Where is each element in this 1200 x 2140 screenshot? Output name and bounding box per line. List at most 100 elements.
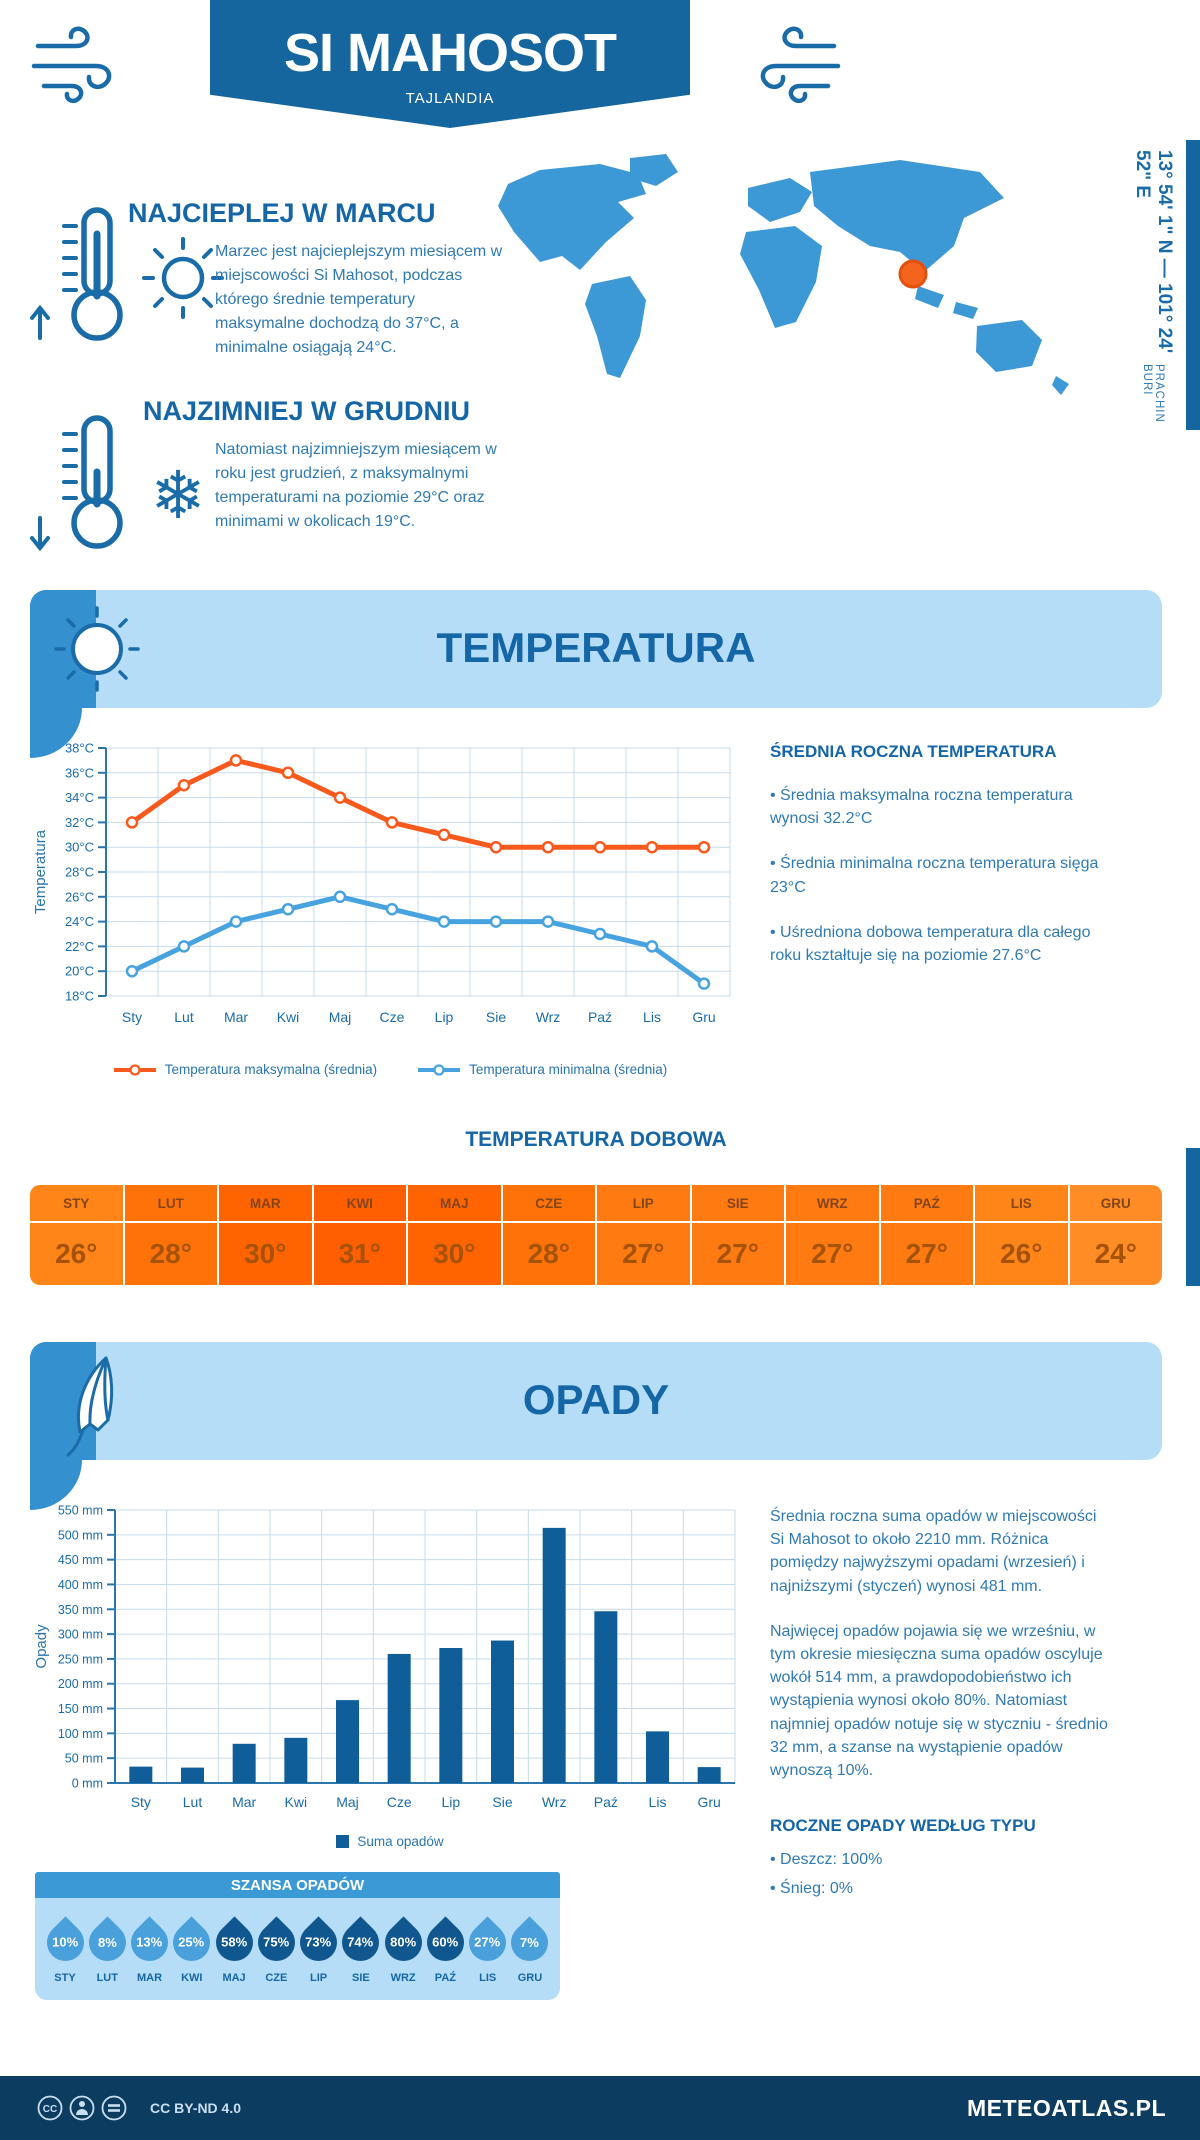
chance-drop-item: 60% PAŹ xyxy=(419,1916,472,1984)
chance-value: 74% xyxy=(347,1935,374,1950)
svg-text:Gru: Gru xyxy=(692,1009,715,1025)
svg-text:34°C: 34°C xyxy=(65,790,94,805)
chance-month-label: WRZ xyxy=(390,1972,416,1984)
min-line-marker xyxy=(418,1063,461,1076)
daily-temp-value: 27° xyxy=(716,1238,759,1269)
raindrop-icon: 58% xyxy=(207,1916,261,1969)
svg-text:Sie: Sie xyxy=(486,1009,506,1025)
daily-month-label: STY xyxy=(30,1185,123,1223)
chance-drop-item: 58% MAJ xyxy=(207,1916,261,1984)
chance-month-label: SIE xyxy=(351,1972,370,1984)
svg-text:Kwi: Kwi xyxy=(285,1794,308,1810)
daily-month-label: LUT xyxy=(124,1185,217,1223)
sun-icon xyxy=(54,606,140,692)
chance-month-label: KWI xyxy=(181,1972,203,1984)
svg-text:CC: CC xyxy=(43,2104,57,2115)
daily-month-label: SIE xyxy=(691,1185,784,1223)
daily-temp-value: 30° xyxy=(244,1238,287,1269)
chance-of-precipitation: SZANSA OPADÓW 10% STY 8% LUT 13% MAR 25% KWI 58%… xyxy=(35,1872,560,2000)
raindrop-icon: 75% xyxy=(250,1916,303,1969)
wind-icon xyxy=(31,26,112,104)
temperature-summary: ŚREDNIA ROCZNA TEMPERATURA • Średnia mak… xyxy=(770,742,1110,967)
edge-strip xyxy=(1186,140,1200,430)
chance-month-label: PAŹ xyxy=(434,1972,456,1984)
svg-text:Paź: Paź xyxy=(588,1009,612,1025)
bar-swatch xyxy=(336,1835,350,1848)
legend-item-sum: Suma opadów xyxy=(336,1834,444,1849)
umbrella-icon xyxy=(66,1356,114,1457)
chance-drop-item: 8% LUT xyxy=(81,1916,134,1984)
svg-text:Wrz: Wrz xyxy=(542,1794,567,1810)
daily-month-label: KWI xyxy=(313,1185,406,1223)
chance-value: 27% xyxy=(474,1935,501,1950)
daily-temp-value: 27° xyxy=(811,1238,854,1269)
precipitation-legend: Suma opadów xyxy=(30,1834,750,1849)
daily-temp-value: 26° xyxy=(55,1238,98,1269)
svg-text:❄: ❄ xyxy=(150,458,205,532)
svg-text:30°C: 30°C xyxy=(65,840,94,855)
svg-text:Kwi: Kwi xyxy=(277,1009,300,1025)
daily-column: LIS 26° xyxy=(975,1185,1070,1285)
daily-month-label: WRZ xyxy=(786,1185,879,1223)
svg-text:300 mm: 300 mm xyxy=(58,1628,103,1642)
raindrop-icon: 73% xyxy=(292,1916,345,1969)
summary-title: ŚREDNIA ROCZNA TEMPERATURA xyxy=(770,742,1057,761)
page-title: SI MAHOSOT xyxy=(283,23,617,83)
daily-month-label: MAR xyxy=(219,1185,312,1223)
summary-bullet: • Uśredniona dobowa temperatura dla całe… xyxy=(770,923,1091,964)
daily-column: CZE 28° xyxy=(502,1185,597,1285)
chance-drop-item: 25% KWI xyxy=(165,1916,218,1984)
svg-text:Cze: Cze xyxy=(380,1009,405,1025)
temperature-section-title: TEMPERATURA xyxy=(436,624,756,671)
license-block: CC CC BY-ND 4.0 xyxy=(34,2093,241,2123)
chance-month-label: GRU xyxy=(517,1972,543,1984)
chance-value: 60% xyxy=(432,1935,459,1950)
svg-text:Gru: Gru xyxy=(697,1794,720,1810)
svg-text:Lis: Lis xyxy=(649,1794,667,1810)
daily-temperature-table: STY 26° LUT 28° MAR 30° KWI 31° MAJ 30° CZE 28° LIP 2… xyxy=(30,1185,1162,1285)
chance-drop-item: 80% WRZ xyxy=(376,1916,430,1984)
thermometer-down-snowflake-icon: ❄ xyxy=(30,415,206,552)
svg-text:150 mm: 150 mm xyxy=(58,1702,103,1716)
precip-type-title: ROCZNE OPADY WEDŁUG TYPU xyxy=(770,1816,1036,1836)
daily-column: GRU 24° xyxy=(1069,1185,1162,1285)
daily-column: SIE 27° xyxy=(691,1185,786,1285)
chance-value: 25% xyxy=(178,1935,205,1950)
legend-label-sum: Suma opadów xyxy=(357,1834,444,1849)
chance-month-label: LUT xyxy=(96,1972,118,1984)
cold-text: Natomiast najzimniejszym miesiącem w rok… xyxy=(215,441,497,530)
chance-drop-item: 27% LIS xyxy=(461,1916,514,1984)
daily-column: MAR 30° xyxy=(219,1185,314,1285)
svg-text:Lis: Lis xyxy=(643,1009,661,1025)
summary-bullet: • Średnia minimalna roczna temperatura s… xyxy=(770,855,1099,896)
chance-month-label: CZE xyxy=(265,1972,288,1984)
chance-value: 10% xyxy=(51,1935,79,1950)
svg-text:Sty: Sty xyxy=(131,1794,151,1810)
site-name: METEOATLAS.PL xyxy=(966,2094,1166,2121)
precipitation-summary: Średnia roczna suma opadów w miejscowośc… xyxy=(770,1505,1110,1900)
temperature-legend: Temperatura maksymalna (średnia) Tempera… xyxy=(30,1062,750,1077)
chance-drop-item: 75% CZE xyxy=(250,1916,303,1984)
chance-panel: 10% STY 8% LUT 13% MAR 25% KWI 58% MAJ 75% CZE 73% LI… xyxy=(35,1898,560,2000)
footer: CC CC BY-ND 4.0 METEOATLAS.PL xyxy=(0,2076,1200,2140)
legend-label-min: Temperatura minimalna (średnia) xyxy=(469,1062,668,1077)
chance-value: 13% xyxy=(136,1935,163,1950)
legend-item-max: Temperatura maksymalna (średnia) xyxy=(113,1062,377,1077)
coordinates-text: 13° 54' 1" N — 101° 24' 52" E xyxy=(1132,150,1175,354)
precip-type-bullet: • Śnieg: 0% xyxy=(770,1880,853,1898)
coordinates-block: 13° 54' 1" N — 101° 24' 52" E PRACHIN BU… xyxy=(1122,150,1184,440)
svg-text:Wrz: Wrz xyxy=(536,1009,561,1025)
chance-drop-item: 73% LIP xyxy=(292,1916,345,1984)
svg-text:500 mm: 500 mm xyxy=(58,1528,103,1542)
svg-text:450 mm: 450 mm xyxy=(58,1553,103,1567)
daily-temp-value: 27° xyxy=(622,1238,665,1269)
daily-column: KWI 31° xyxy=(313,1185,408,1285)
svg-text:32°C: 32°C xyxy=(65,815,94,830)
wind-icon xyxy=(760,26,841,104)
edge-strip xyxy=(1186,1148,1200,1286)
daily-month-label: LIS xyxy=(975,1185,1068,1223)
svg-text:36°C: 36°C xyxy=(65,765,94,780)
warm-text: Marzec jest najcieplejszym miesiącem w m… xyxy=(215,243,503,356)
svg-text:18°C: 18°C xyxy=(65,989,94,1004)
raindrop-icon: 74% xyxy=(334,1916,388,1969)
